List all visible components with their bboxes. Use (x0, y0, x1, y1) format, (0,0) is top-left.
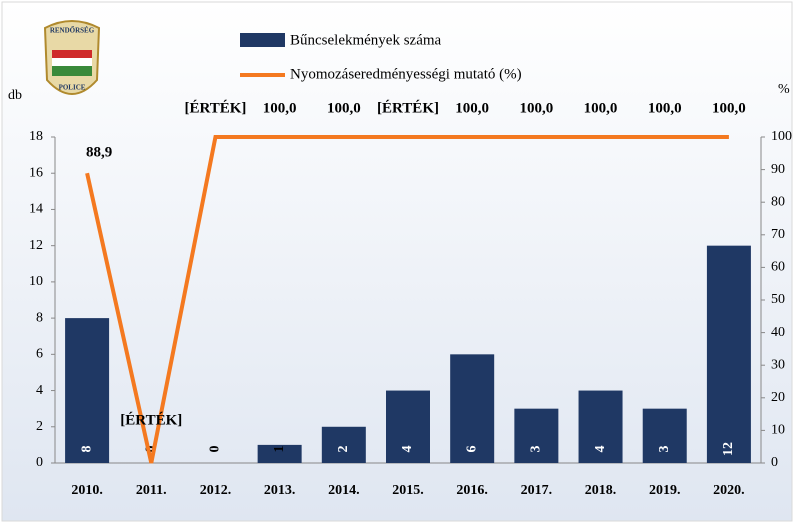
y-axis-title: db (8, 88, 22, 103)
line (85, 135, 729, 464)
x-tick-label: 2017. (521, 483, 553, 498)
bar-value-label: 0 (143, 446, 158, 453)
y2-tick-label: 60 (771, 260, 785, 275)
y-tick-label: 16 (29, 165, 43, 180)
x-tick-label: 2010. (71, 483, 103, 498)
bar (257, 444, 302, 463)
line-value-label: 100,0 (455, 100, 489, 116)
y-tick-label: 8 (36, 310, 43, 325)
line-value-label: 100,0 (584, 100, 618, 116)
y-tick-label: 4 (36, 383, 43, 398)
x-tick-label: 2013. (264, 483, 296, 498)
bar (578, 390, 623, 463)
y-tick-label: 18 (29, 129, 43, 144)
bar-value-label: 3 (657, 446, 672, 453)
y2-tick-label: 70 (771, 227, 785, 242)
legend-label: Bűncselekmények száma (290, 32, 442, 48)
y2-tick-label: 50 (771, 292, 785, 307)
bar-value-label: 4 (400, 446, 415, 453)
y-tick-label: 6 (36, 347, 43, 362)
bar (450, 354, 495, 463)
bar-value-label: 12 (721, 442, 736, 456)
x-tick-label: 2019. (649, 483, 681, 498)
y2-tick-label: 100 (771, 129, 792, 144)
bar (321, 426, 366, 463)
y2-tick-label: 40 (771, 325, 785, 340)
x-tick-label: 2012. (200, 483, 232, 498)
line-value-label: [ÉRTÉK] (184, 99, 246, 116)
bar-value-label: 0 (208, 446, 223, 453)
logo-bottom: POLICE (59, 84, 86, 92)
y2-tick-label: 30 (771, 357, 785, 372)
logo-top: RENDŐRSÉG (50, 27, 95, 35)
bar-value-label: 6 (464, 446, 479, 453)
y2-tick-label: 80 (771, 194, 785, 209)
legend-label: Nyomozáseredményességi mutató (%) (290, 66, 522, 82)
y-tick-label: 2 (36, 419, 43, 434)
bar (514, 408, 559, 463)
y2-tick-label: 10 (771, 423, 785, 438)
x-tick-label: 2018. (585, 483, 617, 498)
line-value-label: [ÉRTÉK] (377, 99, 439, 116)
y-tick-label: 12 (29, 238, 43, 253)
bar (386, 390, 430, 463)
line-value-label: 100,0 (712, 100, 746, 116)
bar-value-label: 1 (272, 446, 287, 453)
bar (65, 318, 110, 463)
y2-tick-label: 20 (771, 390, 785, 405)
logo: RENDŐRSÉG POLICE (43, 20, 101, 95)
bar (706, 245, 751, 463)
line-value-label: 100,0 (519, 100, 553, 116)
x-tick-label: 2011. (136, 483, 167, 498)
bar-value-label: 8 (79, 446, 94, 453)
line-value-label: [ÉRTÉK] (120, 411, 182, 428)
bar-value-label: 4 (593, 446, 608, 453)
legend-swatch (240, 33, 285, 47)
line-value-label: 88,9 (86, 145, 112, 161)
y-tick-label: 10 (29, 274, 43, 289)
x-tick-label: 2020. (713, 483, 745, 498)
y2-tick-label: 90 (771, 162, 785, 177)
y2-tick-label: 0 (771, 455, 778, 470)
y-tick-label: 14 (29, 202, 43, 217)
bar (642, 408, 687, 463)
x-tick-label: 2016. (456, 483, 488, 498)
x-tick-label: 2015. (392, 483, 424, 498)
y2-axis-title: % (778, 82, 790, 97)
x-tick-label: 2014. (328, 483, 360, 498)
bar-value-label: 3 (529, 446, 544, 453)
bar-value-label: 2 (336, 446, 351, 453)
line-value-label: 100,0 (263, 100, 297, 116)
line-value-label: 100,0 (327, 100, 361, 116)
line-value-label: 100,0 (648, 100, 682, 116)
y-tick-label: 0 (36, 455, 43, 470)
